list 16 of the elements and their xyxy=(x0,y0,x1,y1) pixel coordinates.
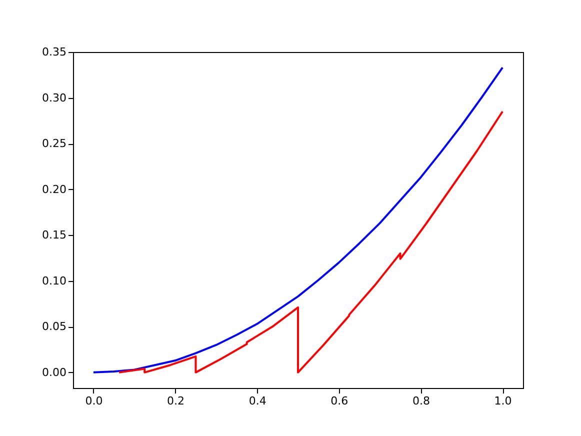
y-tick-label: 0.30 xyxy=(42,91,66,104)
x-tick-label: 0.4 xyxy=(248,394,266,408)
y-tick-label: 0.20 xyxy=(42,182,66,196)
y-tick-label: 0.10 xyxy=(42,274,66,288)
x-tick-label: 0.2 xyxy=(167,394,185,408)
x-tick-label: 1.0 xyxy=(494,394,512,408)
x-tick-label: 0.8 xyxy=(412,394,430,408)
y-tick-label: 0.15 xyxy=(42,228,66,242)
y-tick-label: 0.35 xyxy=(42,46,66,58)
y-tick-label: 0.25 xyxy=(42,137,66,150)
x-tick-label: 0.6 xyxy=(330,394,348,408)
y-tick-label: 0.00 xyxy=(42,366,66,379)
line-series xyxy=(118,110,504,374)
line-series xyxy=(92,66,504,374)
y-tick-label: 0.05 xyxy=(42,320,66,334)
x-tick-label: 0.0 xyxy=(85,394,103,408)
